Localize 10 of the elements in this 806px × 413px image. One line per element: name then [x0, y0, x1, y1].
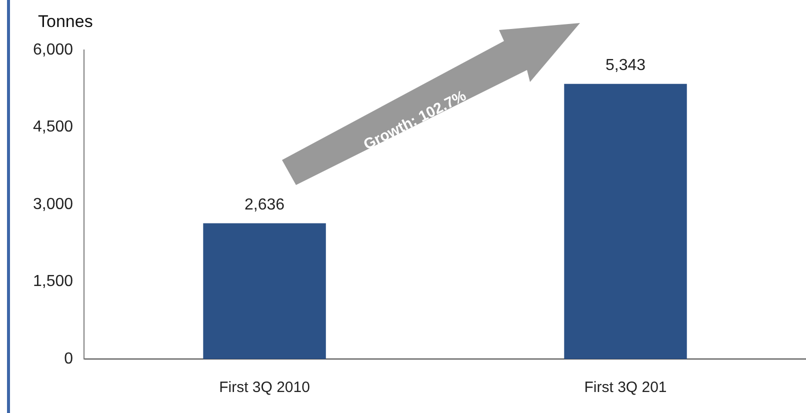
y-tick-label: 3,000: [32, 196, 74, 213]
y-axis-title: Tonnes: [38, 12, 93, 32]
x-tick-label: First 3Q 201: [584, 379, 667, 396]
x-tick-label: First 3Q 2010: [219, 379, 310, 396]
y-tick-label: 4,500: [32, 118, 74, 136]
y-tick-label: 6,000: [32, 41, 74, 58]
data-label: 5,343: [605, 57, 646, 74]
y-tick-label: 1,500: [32, 273, 74, 290]
data-label: 2,636: [244, 196, 285, 214]
y-tick-label: 0: [64, 350, 74, 368]
